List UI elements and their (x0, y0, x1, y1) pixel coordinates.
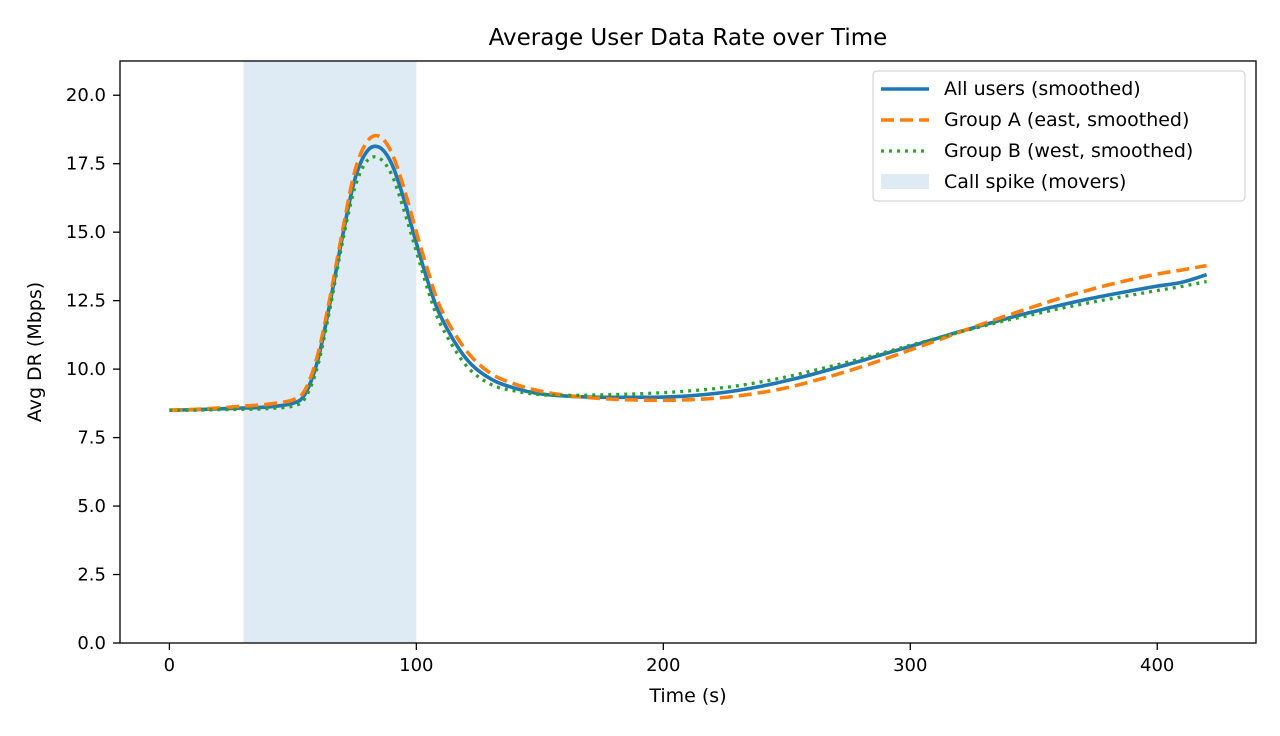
x-tick-label: 0 (164, 655, 175, 676)
plot-frame (119, 60, 1257, 644)
legend-box (872, 70, 1246, 202)
y-tick-label: 7.5 (77, 428, 106, 449)
series-line-2 (169, 155, 1207, 412)
chart-title: Average User Data Rate over Time (489, 25, 888, 51)
legend-swatch-call-spike (881, 174, 929, 189)
y-tick-label: 12.5 (66, 291, 106, 312)
x-tick-label: 100 (399, 655, 433, 676)
y-tick-label: 2.5 (77, 565, 106, 586)
y-tick-label: 10.0 (66, 359, 106, 380)
y-axis-ticks: 0.0 2.5 5.0 7.5 10.0 12.5 15.0 17.5 20.0 (66, 85, 120, 654)
legend-label-group-b: Group B (west, smoothed) (944, 140, 1193, 162)
y-tick-label: 0.0 (77, 633, 106, 654)
legend-label-all-users: All users (smoothed) (944, 78, 1141, 100)
x-axis-label: Time (s) (648, 685, 726, 707)
x-tick-label: 300 (893, 655, 927, 676)
x-tick-label: 200 (646, 655, 680, 676)
y-tick-label: 5.0 (77, 496, 106, 517)
legend-label-group-a: Group A (east, smoothed) (944, 109, 1189, 131)
x-axis-ticks: 0 100 200 300 400 (164, 643, 1174, 676)
x-tick-label: 400 (1140, 655, 1174, 676)
legend: All users (smoothed) Group A (east, smoo… (872, 70, 1246, 202)
y-axis-label: Avg DR (Mbps) (24, 282, 46, 422)
series-layer (169, 133, 1208, 412)
y-tick-label: 20.0 (66, 85, 106, 106)
y-tick-label: 15.0 (66, 222, 106, 243)
legend-label-call-spike: Call spike (movers) (944, 171, 1126, 193)
y-tick-label: 17.5 (66, 154, 106, 175)
series-line-1 (169, 133, 1207, 412)
